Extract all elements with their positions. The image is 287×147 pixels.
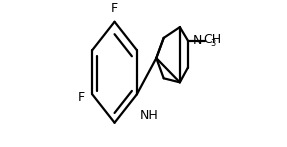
Text: CH: CH [203, 33, 222, 46]
Text: F: F [78, 91, 85, 104]
Text: NH: NH [139, 109, 158, 122]
Text: N: N [193, 34, 202, 47]
Text: 3: 3 [210, 40, 215, 49]
Text: F: F [111, 2, 118, 15]
